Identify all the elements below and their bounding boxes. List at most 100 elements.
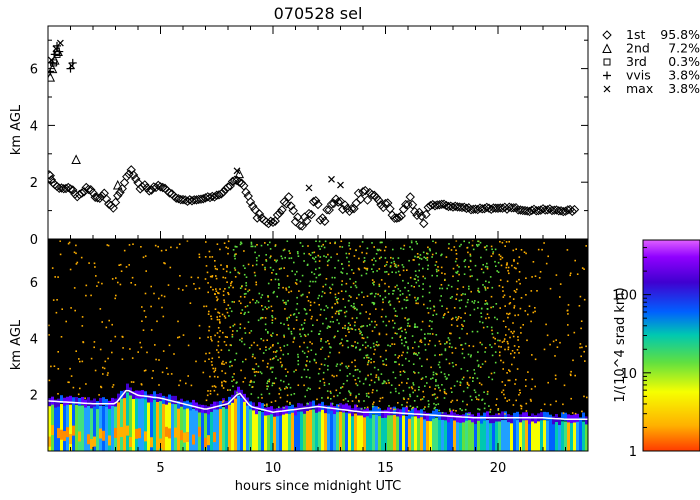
noise-speckle xyxy=(444,392,446,394)
noise-speckle xyxy=(407,347,409,350)
marker-diamond xyxy=(295,220,305,231)
noise-speckle xyxy=(407,378,409,380)
noise-speckle xyxy=(265,346,267,348)
noise-speckle xyxy=(402,370,405,372)
noise-speckle xyxy=(549,403,552,406)
marker-diamond xyxy=(317,213,328,223)
backscatter-column xyxy=(417,416,420,451)
noise-speckle xyxy=(216,298,219,300)
noise-speckle xyxy=(399,327,402,330)
noise-speckle xyxy=(306,346,309,349)
noise-speckle xyxy=(578,305,581,307)
marker-diamond xyxy=(153,180,163,191)
noise-speckle xyxy=(413,400,416,402)
backscatter-column xyxy=(408,415,411,451)
noise-speckle xyxy=(251,355,254,358)
noise-speckle xyxy=(436,396,439,399)
noise-speckle xyxy=(286,344,289,346)
noise-speckle xyxy=(496,398,498,400)
noise-speckle xyxy=(406,382,408,384)
noise-speckle xyxy=(549,287,552,290)
noise-speckle xyxy=(170,246,172,249)
noise-speckle xyxy=(337,259,340,262)
noise-speckle xyxy=(317,297,319,300)
marker-diamond xyxy=(306,209,316,220)
noise-speckle xyxy=(480,256,482,259)
marker-diamond xyxy=(216,189,226,199)
noise-speckle xyxy=(354,321,356,324)
noise-speckle xyxy=(331,306,333,309)
noise-speckle xyxy=(306,360,308,362)
cloud-base-band xyxy=(426,412,429,421)
noise-speckle xyxy=(466,403,468,406)
noise-speckle xyxy=(320,308,322,311)
marker-square xyxy=(603,58,611,66)
noise-speckle xyxy=(311,271,313,274)
noise-speckle xyxy=(497,261,500,264)
noise-speckle xyxy=(464,259,467,261)
backscatter-column xyxy=(105,405,108,451)
noise-speckle xyxy=(283,267,285,269)
noise-speckle xyxy=(508,240,510,243)
noise-speckle xyxy=(479,341,482,344)
noise-speckle xyxy=(471,275,473,277)
noise-speckle xyxy=(447,311,450,313)
noise-speckle xyxy=(417,279,420,282)
noise-speckle xyxy=(239,339,241,341)
noise-speckle xyxy=(378,332,381,335)
marker-diamond xyxy=(158,182,168,193)
noise-speckle xyxy=(378,285,381,287)
noise-speckle xyxy=(384,289,387,292)
noise-speckle xyxy=(396,297,399,300)
noise-speckle xyxy=(450,387,452,390)
noise-speckle xyxy=(531,378,534,381)
noise-speckle xyxy=(297,356,299,358)
noise-speckle xyxy=(340,290,343,292)
noise-speckle xyxy=(304,335,307,337)
noise-speckle xyxy=(235,382,238,384)
noise-speckle xyxy=(554,374,557,377)
noise-speckle xyxy=(277,287,280,289)
noise-speckle xyxy=(297,353,299,356)
cloud-base-band xyxy=(408,410,411,419)
noise-speckle xyxy=(347,326,350,329)
noise-speckle xyxy=(370,361,372,364)
marker-plus xyxy=(603,71,611,80)
cloud-base-band xyxy=(270,406,273,415)
noise-speckle xyxy=(477,398,480,401)
noise-speckle xyxy=(450,324,453,326)
noise-speckle xyxy=(222,276,224,279)
cloud-base-band xyxy=(126,383,129,392)
noise-speckle xyxy=(260,316,263,319)
noise-speckle xyxy=(331,402,334,405)
cloud-base-band xyxy=(72,397,75,406)
noise-speckle xyxy=(365,354,367,357)
noise-speckle xyxy=(499,240,501,243)
noise-speckle xyxy=(214,267,217,270)
noise-speckle xyxy=(344,327,346,329)
noise-speckle xyxy=(444,343,446,345)
backscatter-column xyxy=(69,404,72,451)
noise-speckle xyxy=(433,402,435,405)
noise-speckle xyxy=(466,301,469,304)
surface-layer xyxy=(78,431,81,442)
noise-speckle xyxy=(457,316,460,318)
noise-speckle xyxy=(271,272,273,274)
noise-speckle xyxy=(254,357,256,359)
noise-speckle xyxy=(357,368,359,371)
noise-speckle xyxy=(502,361,505,364)
noise-speckle xyxy=(254,245,257,248)
noise-speckle xyxy=(361,337,364,339)
noise-speckle xyxy=(285,303,287,305)
cloud-base-band xyxy=(456,414,459,423)
noise-speckle xyxy=(265,254,267,256)
cloud-base-band xyxy=(252,402,255,411)
noise-speckle xyxy=(483,391,485,393)
noise-speckle xyxy=(541,248,543,251)
noise-speckle xyxy=(267,282,270,285)
noise-speckle xyxy=(408,386,411,389)
marker-diamond xyxy=(212,190,222,200)
noise-speckle xyxy=(274,259,276,261)
noise-speckle xyxy=(355,347,357,349)
noise-speckle xyxy=(469,355,472,358)
